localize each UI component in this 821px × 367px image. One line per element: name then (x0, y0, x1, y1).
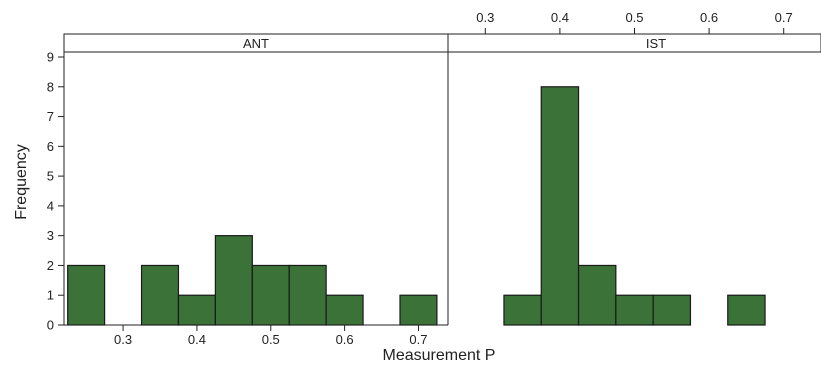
x-tick-label: 0.3 (114, 332, 132, 347)
histogram-bar (652, 294, 692, 326)
x-top-tick-label: 0.5 (625, 10, 643, 25)
panel-ant: ANT (63, 33, 449, 326)
x-tick-label: 0.6 (336, 332, 354, 347)
y-tick-label: 7 (47, 109, 54, 124)
histogram-bar (67, 264, 106, 326)
histogram-bar (288, 264, 327, 326)
histogram-bar (325, 294, 364, 326)
histogram-bar (251, 264, 290, 326)
x-axis-title: Measurement P (383, 347, 496, 364)
histogram-bar (727, 294, 766, 326)
panel-ist-bars (503, 86, 766, 326)
panel-ist-strip (447, 33, 821, 53)
histogram-bar (214, 235, 253, 326)
x-tick-label: 0.4 (188, 332, 206, 347)
histogram-bar (399, 294, 438, 326)
panel-frame (63, 33, 821, 326)
y-tick-label: 3 (47, 228, 54, 243)
x-tick-label: 0.7 (409, 332, 427, 347)
histogram-bar (177, 294, 216, 326)
y-tick-label: 5 (47, 169, 54, 184)
panel-ant-strip-label: ANT (243, 36, 269, 51)
y-tick-label: 2 (47, 258, 54, 273)
panel-ist: IST (447, 33, 821, 326)
y-axis-title: Frequency (13, 144, 30, 220)
histogram-bar (140, 264, 180, 326)
y-axis: 0 1 2 3 4 5 6 7 8 9 (47, 50, 64, 333)
panel-ist-strip-label: IST (646, 36, 666, 51)
x-top-tick-label: 0.3 (476, 10, 494, 25)
x-tick-label: 0.5 (262, 332, 280, 347)
y-tick-label: 4 (47, 198, 54, 213)
panel-ant-bars (67, 235, 438, 326)
histogram-bar (615, 294, 654, 326)
histogram-bar (577, 264, 617, 326)
y-tick-label: 8 (47, 79, 54, 94)
x-axis-bottom: 0.3 0.4 0.5 0.6 0.7 (114, 325, 428, 347)
x-top-tick-label: 0.4 (551, 10, 569, 25)
x-top-tick-label: 0.6 (700, 10, 718, 25)
y-tick-label: 1 (47, 288, 54, 303)
x-axis-top: 0.3 0.4 0.5 0.6 0.7 (476, 10, 793, 34)
y-tick-label: 6 (47, 139, 54, 154)
histogram-bar (540, 86, 580, 326)
x-top-tick-label: 0.7 (775, 10, 793, 25)
histogram-bar (503, 294, 542, 326)
y-tick-label: 9 (47, 50, 54, 65)
y-tick-label: 0 (47, 318, 54, 333)
